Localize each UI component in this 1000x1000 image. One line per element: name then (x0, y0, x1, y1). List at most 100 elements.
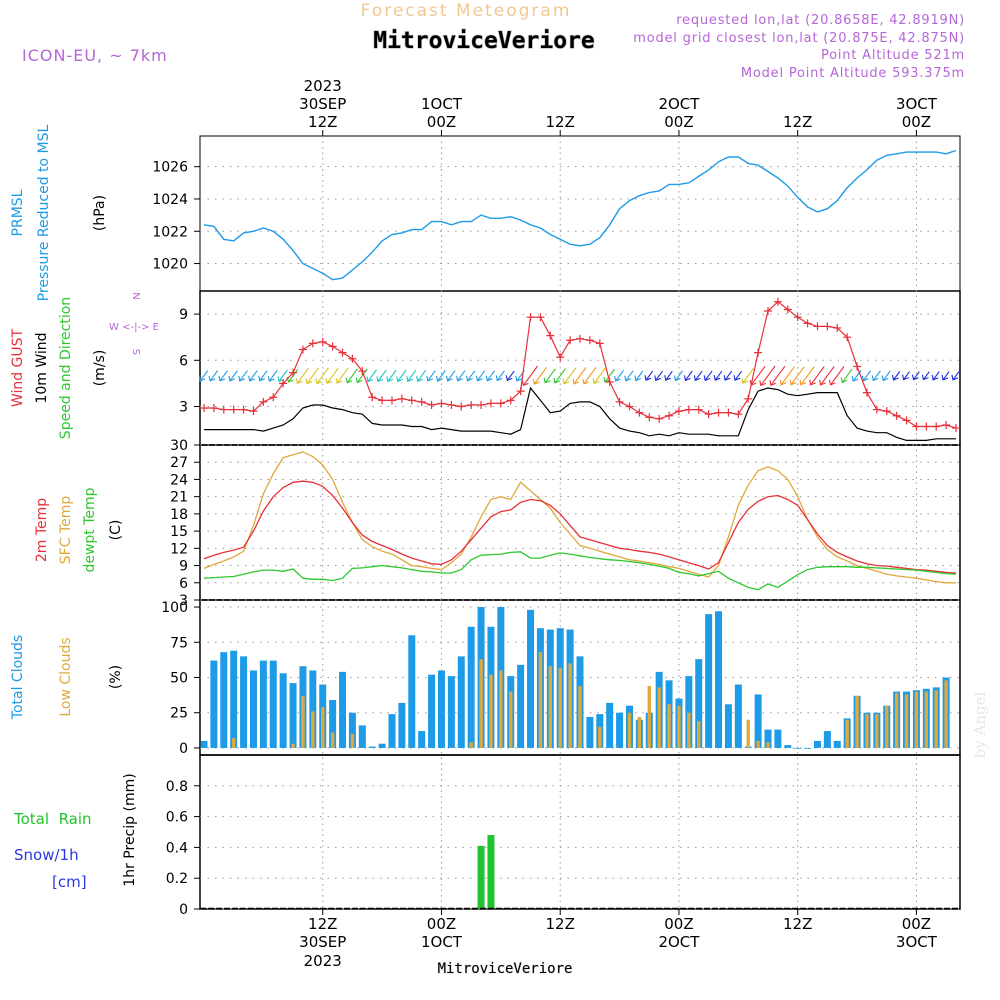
wind-arrow-head (505, 375, 513, 382)
wind-arrow-shaft (684, 370, 693, 381)
wind-gust-marker (358, 367, 367, 376)
wind-gust-marker (298, 345, 307, 354)
wind-arrow-head (426, 375, 434, 382)
wind-arrow-shaft (367, 369, 377, 382)
wind-arrow-shaft (268, 370, 278, 382)
wind-gust-marker (872, 405, 881, 414)
pressure-ytick-label: 1024 (152, 192, 188, 208)
wind-gust-marker (793, 313, 802, 322)
clouds-ytick-label: 50 (170, 671, 188, 687)
wind-arrow-shaft (296, 367, 309, 384)
wind-arrow-shaft (522, 365, 539, 386)
top-hour-label: 12Z (546, 113, 575, 131)
temperature-ytick-label: 24 (170, 472, 188, 488)
wind-gust-marker (486, 399, 495, 408)
wind-arrow-head (572, 378, 580, 385)
wind-gust-marker (684, 405, 693, 414)
wind-arrow-head (446, 375, 453, 382)
wind-gust-marker (397, 394, 406, 403)
wind-gust-marker (516, 387, 525, 396)
rain-bar (487, 835, 495, 909)
wind-gust-marker (318, 337, 327, 346)
total-cloud-bar (715, 611, 723, 748)
wind-gust-marker (882, 407, 891, 416)
wind-arrow-head (238, 375, 246, 382)
wind-arrow-head (911, 374, 919, 381)
total-cloud-bar (705, 614, 713, 748)
total-cloud-bar (269, 660, 277, 748)
wind-arrow-head (456, 375, 463, 382)
wind-gust-marker (200, 404, 208, 413)
wind-arrow-shaft (219, 370, 229, 382)
low-cloud-bar (855, 695, 859, 748)
wind-gust-marker (625, 402, 634, 411)
wind-arrow-shaft (714, 370, 723, 381)
total-cloud-bar (527, 609, 535, 748)
wind-gust-marker (714, 408, 723, 417)
temperature-ytick-label: 18 (170, 507, 188, 523)
wind-gust-marker (566, 336, 575, 345)
low-cloud-bar (687, 712, 691, 748)
wind-gust-marker (892, 411, 901, 420)
wind-arrow-head (921, 374, 929, 381)
total-cloud-bar (833, 740, 841, 748)
wind-gust-marker (239, 405, 248, 414)
wind-arrow-shaft (457, 370, 466, 382)
pressure-panel-frame (199, 135, 961, 292)
total-cloud-bar (685, 676, 693, 748)
wind-arrow-head (406, 376, 413, 382)
wind-arrow-head (366, 376, 374, 383)
temp-dewpt-line (203, 551, 957, 591)
total-cloud-bar (447, 676, 455, 748)
low-cloud-bar (934, 690, 938, 748)
wind-arrow-shaft (770, 365, 786, 386)
top-date-label: 30SEP (299, 95, 346, 113)
wind-arrow-shaft (724, 370, 733, 381)
wind-arrow-shaft (486, 370, 496, 382)
meteogram-subtitle: Forecast Meteogram (361, 1, 572, 21)
low-cloud-bar (479, 659, 483, 748)
wind-arrow-head (208, 375, 216, 382)
wind-arrow-shaft (583, 367, 597, 385)
low-cloud-bar (657, 687, 661, 748)
pressure-line (203, 149, 957, 281)
watermark: by Angel (971, 691, 989, 758)
wind-arrow-head (345, 377, 353, 384)
low-cloud-bar (499, 670, 503, 748)
wind-gust-marker (823, 322, 832, 331)
bottom-hour-label: 00Z (902, 915, 931, 933)
clouds-ytick-label: 25 (170, 706, 188, 722)
wind-arrow-shaft (278, 369, 288, 382)
wind-gust-marker (338, 348, 347, 357)
temperature-ytick-label: 27 (170, 455, 188, 471)
low-cloud-bar (548, 666, 553, 748)
wind-arrow-head (553, 377, 561, 384)
wind-arrow-shaft (533, 367, 547, 385)
temperature-ytick-label: 9 (179, 559, 188, 575)
wind-arrow-shaft (417, 369, 427, 382)
wind-arrow-shaft (913, 371, 920, 381)
wind-arrow-head (295, 378, 303, 384)
temp-label-2m: 2m Temp (34, 498, 50, 562)
wind-gust-marker (655, 414, 664, 423)
wind-arrow-shaft (229, 370, 238, 382)
wind-gust-marker (645, 413, 654, 422)
top-hour-label: 12Z (308, 113, 337, 131)
wind-arrow-shaft (544, 368, 556, 384)
wind-gust-marker (952, 424, 960, 433)
low-cloud-bar (301, 695, 305, 748)
bottom-date-label: 3OCT (896, 933, 938, 951)
low-cloud-bar (509, 691, 513, 748)
total-cloud-bar (249, 670, 257, 748)
wind-arrow-shaft (645, 370, 653, 381)
wind-gust-marker (417, 397, 426, 406)
low-cloud-bar (914, 691, 919, 748)
wind-arrow-shaft (820, 366, 835, 386)
wind-arrow-shaft (810, 366, 825, 386)
temperature-ytick-label: 21 (170, 490, 188, 506)
low-cloud-bar (865, 714, 869, 748)
total-cloud-bar (339, 671, 347, 748)
total-cloud-bar (804, 747, 812, 749)
